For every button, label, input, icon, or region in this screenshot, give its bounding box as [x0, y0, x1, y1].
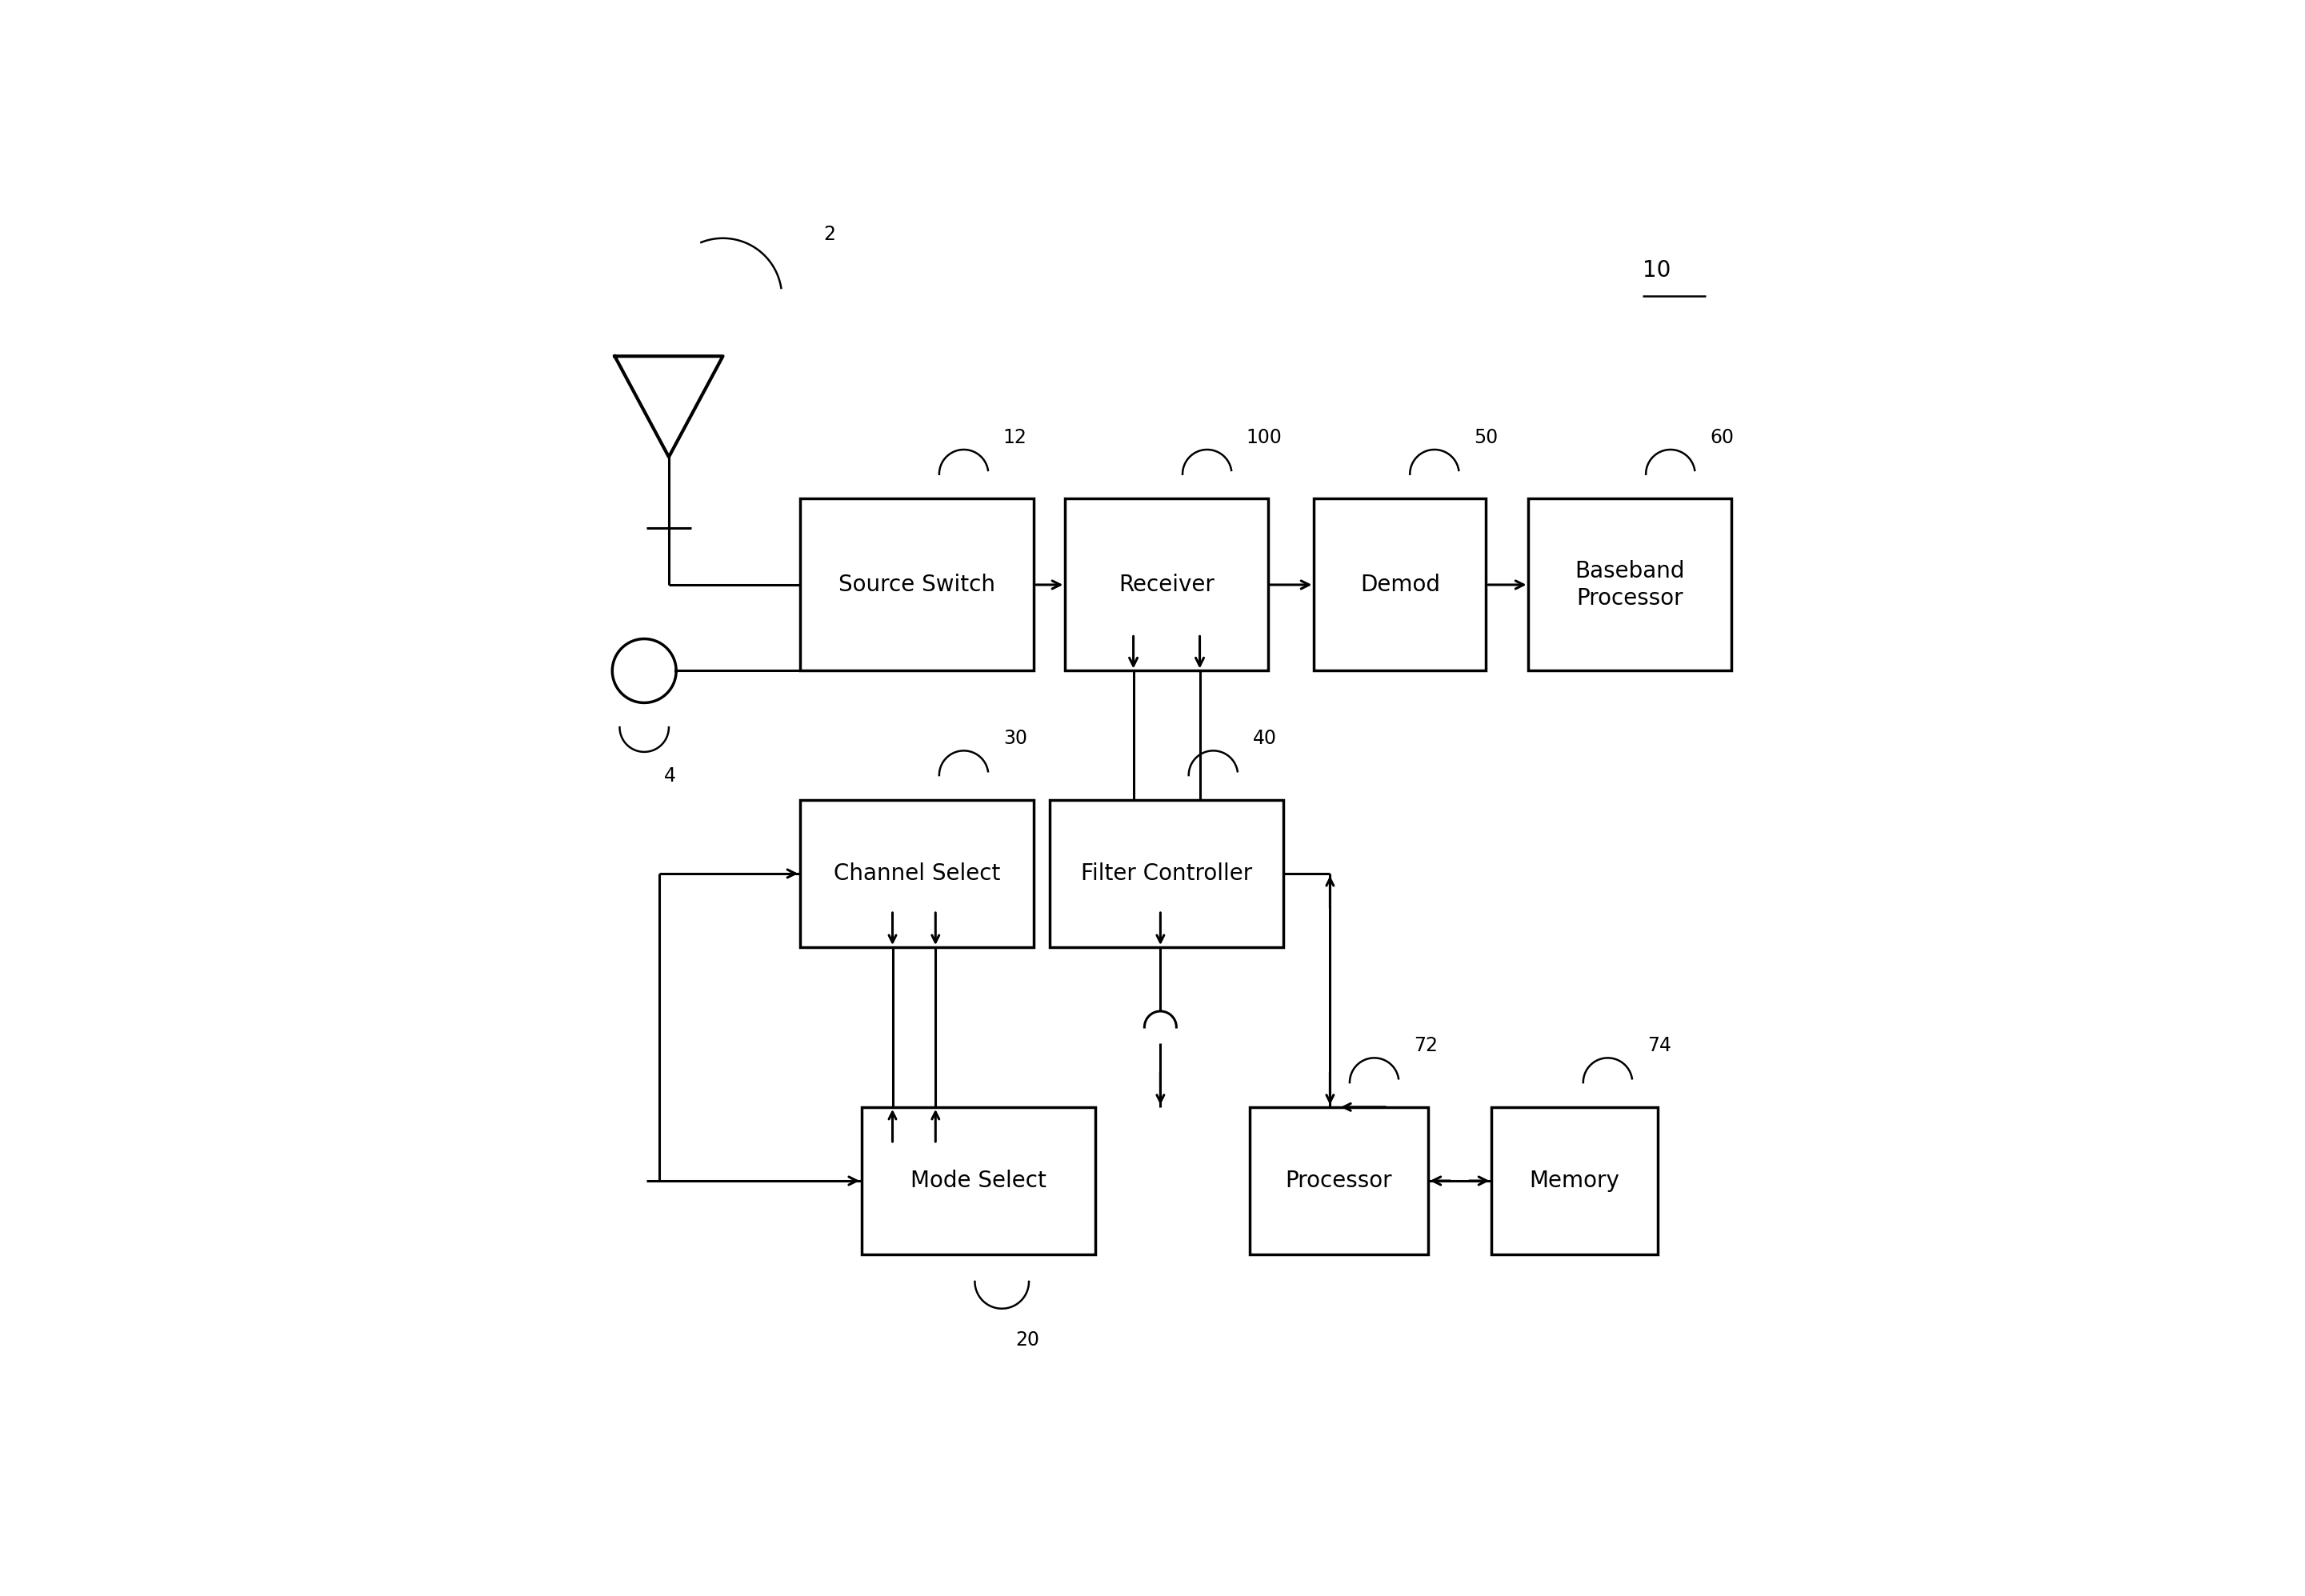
- Text: 4: 4: [664, 766, 675, 785]
- Bar: [1528, 498, 1731, 670]
- Text: 30: 30: [1003, 729, 1028, 749]
- Text: Baseband
Processor: Baseband Processor: [1574, 560, 1685, 610]
- Text: 10: 10: [1641, 259, 1671, 281]
- Text: Memory: Memory: [1531, 1170, 1620, 1192]
- Text: 50: 50: [1473, 428, 1498, 447]
- Text: Source Switch: Source Switch: [839, 573, 996, 595]
- Text: Receiver: Receiver: [1118, 573, 1215, 595]
- Text: 12: 12: [1003, 428, 1028, 447]
- Text: Processor: Processor: [1286, 1170, 1392, 1192]
- Text: 20: 20: [1017, 1329, 1040, 1350]
- Text: 40: 40: [1252, 729, 1277, 749]
- Text: 2: 2: [823, 225, 834, 244]
- Bar: [800, 498, 1035, 670]
- Bar: [862, 1108, 1095, 1254]
- Bar: [1314, 498, 1487, 670]
- Bar: [1491, 1108, 1657, 1254]
- Bar: [1049, 800, 1284, 948]
- Bar: [800, 800, 1035, 948]
- Text: 72: 72: [1413, 1036, 1438, 1055]
- Text: Filter Controller: Filter Controller: [1081, 862, 1252, 884]
- Text: Demod: Demod: [1360, 573, 1441, 595]
- Text: Channel Select: Channel Select: [834, 862, 1000, 884]
- Text: 60: 60: [1710, 428, 1733, 447]
- Bar: [1065, 498, 1268, 670]
- Text: Mode Select: Mode Select: [910, 1170, 1046, 1192]
- Text: 100: 100: [1247, 428, 1282, 447]
- Text: 74: 74: [1648, 1036, 1671, 1055]
- Bar: [1249, 1108, 1427, 1254]
